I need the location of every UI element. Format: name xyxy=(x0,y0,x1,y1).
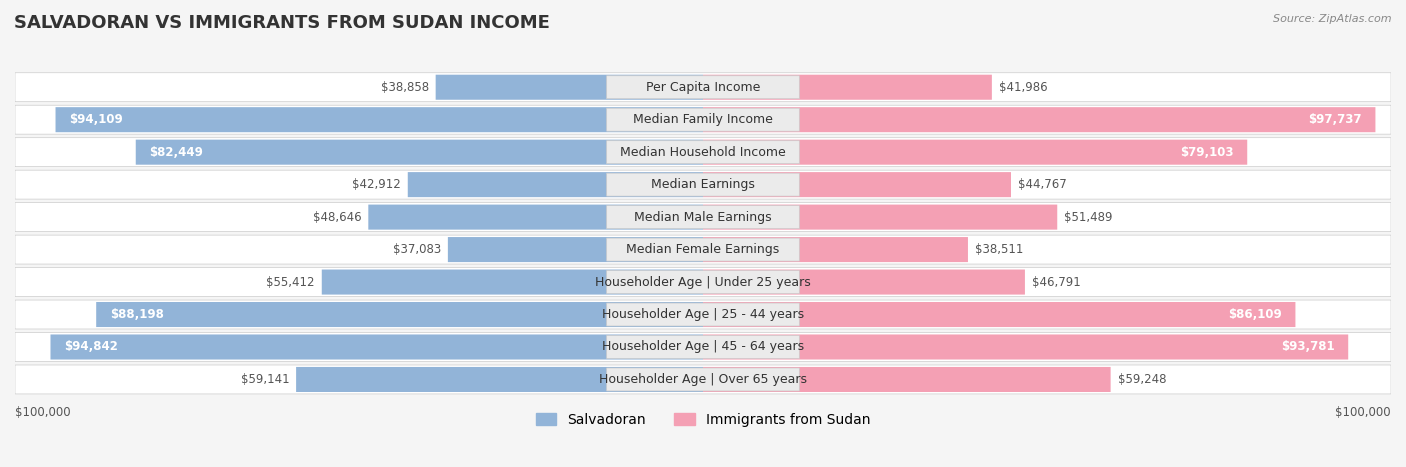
Text: $46,791: $46,791 xyxy=(1032,276,1081,289)
FancyBboxPatch shape xyxy=(15,170,1391,199)
FancyBboxPatch shape xyxy=(55,107,703,132)
Text: $37,083: $37,083 xyxy=(392,243,441,256)
FancyBboxPatch shape xyxy=(703,75,991,100)
Text: Median Household Income: Median Household Income xyxy=(620,146,786,159)
Text: Median Earnings: Median Earnings xyxy=(651,178,755,191)
FancyBboxPatch shape xyxy=(703,302,1295,327)
Text: $82,449: $82,449 xyxy=(149,146,204,159)
Text: Per Capita Income: Per Capita Income xyxy=(645,81,761,94)
FancyBboxPatch shape xyxy=(703,367,1111,392)
FancyBboxPatch shape xyxy=(606,270,800,294)
Text: $79,103: $79,103 xyxy=(1180,146,1233,159)
FancyBboxPatch shape xyxy=(15,268,1391,297)
FancyBboxPatch shape xyxy=(15,300,1391,329)
FancyBboxPatch shape xyxy=(703,107,1375,132)
FancyBboxPatch shape xyxy=(703,172,1011,197)
Text: Householder Age | Under 25 years: Householder Age | Under 25 years xyxy=(595,276,811,289)
FancyBboxPatch shape xyxy=(606,368,800,391)
Text: $51,489: $51,489 xyxy=(1064,211,1112,224)
Text: $100,000: $100,000 xyxy=(15,406,70,419)
FancyBboxPatch shape xyxy=(322,269,703,295)
Text: $42,912: $42,912 xyxy=(352,178,401,191)
Text: Householder Age | 25 - 44 years: Householder Age | 25 - 44 years xyxy=(602,308,804,321)
FancyBboxPatch shape xyxy=(136,140,703,165)
FancyBboxPatch shape xyxy=(606,205,800,228)
FancyBboxPatch shape xyxy=(606,76,800,99)
Text: Median Female Earnings: Median Female Earnings xyxy=(627,243,779,256)
FancyBboxPatch shape xyxy=(703,205,1057,230)
FancyBboxPatch shape xyxy=(703,334,1348,360)
FancyBboxPatch shape xyxy=(15,365,1391,394)
Text: $94,109: $94,109 xyxy=(69,113,124,126)
Text: $38,858: $38,858 xyxy=(381,81,429,94)
Text: $100,000: $100,000 xyxy=(1336,406,1391,419)
FancyBboxPatch shape xyxy=(51,334,703,360)
FancyBboxPatch shape xyxy=(606,303,800,326)
Text: Householder Age | Over 65 years: Householder Age | Over 65 years xyxy=(599,373,807,386)
FancyBboxPatch shape xyxy=(703,269,1025,295)
FancyBboxPatch shape xyxy=(449,237,703,262)
FancyBboxPatch shape xyxy=(703,237,967,262)
FancyBboxPatch shape xyxy=(368,205,703,230)
Text: $86,109: $86,109 xyxy=(1227,308,1282,321)
FancyBboxPatch shape xyxy=(15,105,1391,134)
Text: $94,842: $94,842 xyxy=(65,340,118,354)
Text: SALVADORAN VS IMMIGRANTS FROM SUDAN INCOME: SALVADORAN VS IMMIGRANTS FROM SUDAN INCO… xyxy=(14,14,550,32)
FancyBboxPatch shape xyxy=(703,140,1247,165)
Text: $93,781: $93,781 xyxy=(1281,340,1334,354)
Text: $55,412: $55,412 xyxy=(266,276,315,289)
FancyBboxPatch shape xyxy=(606,108,800,131)
FancyBboxPatch shape xyxy=(606,238,800,261)
Legend: Salvadoran, Immigrants from Sudan: Salvadoran, Immigrants from Sudan xyxy=(530,407,876,432)
FancyBboxPatch shape xyxy=(15,235,1391,264)
FancyBboxPatch shape xyxy=(15,333,1391,361)
Text: $38,511: $38,511 xyxy=(974,243,1024,256)
FancyBboxPatch shape xyxy=(15,73,1391,102)
FancyBboxPatch shape xyxy=(96,302,703,327)
Text: Median Male Earnings: Median Male Earnings xyxy=(634,211,772,224)
Text: $44,767: $44,767 xyxy=(1018,178,1067,191)
FancyBboxPatch shape xyxy=(15,203,1391,232)
Text: $88,198: $88,198 xyxy=(110,308,165,321)
FancyBboxPatch shape xyxy=(606,141,800,163)
FancyBboxPatch shape xyxy=(408,172,703,197)
FancyBboxPatch shape xyxy=(606,335,800,359)
Text: Median Family Income: Median Family Income xyxy=(633,113,773,126)
FancyBboxPatch shape xyxy=(436,75,703,100)
FancyBboxPatch shape xyxy=(606,173,800,196)
Text: $59,248: $59,248 xyxy=(1118,373,1166,386)
Text: Householder Age | 45 - 64 years: Householder Age | 45 - 64 years xyxy=(602,340,804,354)
FancyBboxPatch shape xyxy=(297,367,703,392)
Text: $48,646: $48,646 xyxy=(312,211,361,224)
Text: $97,737: $97,737 xyxy=(1308,113,1361,126)
Text: $59,141: $59,141 xyxy=(240,373,290,386)
Text: Source: ZipAtlas.com: Source: ZipAtlas.com xyxy=(1274,14,1392,24)
Text: $41,986: $41,986 xyxy=(998,81,1047,94)
FancyBboxPatch shape xyxy=(15,138,1391,167)
